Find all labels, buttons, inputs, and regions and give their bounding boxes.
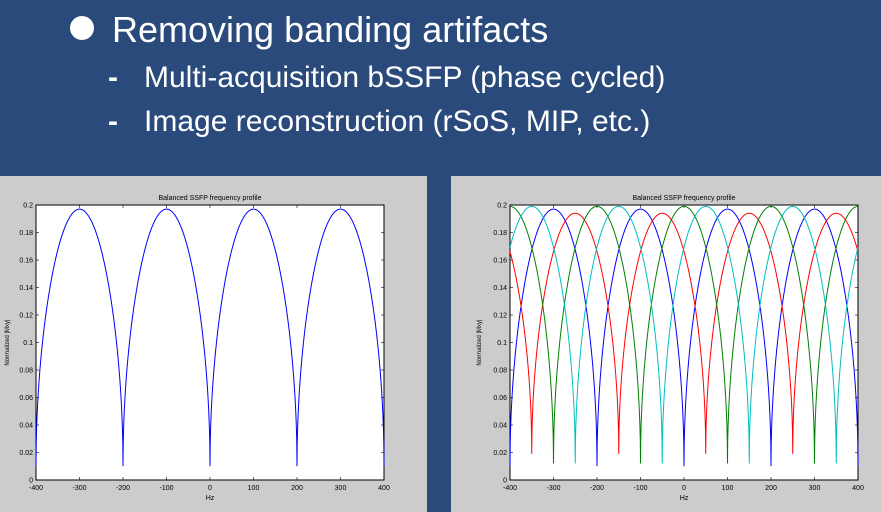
series-line-4 xyxy=(509,205,859,464)
y-tick-label: 0.04 xyxy=(493,423,507,430)
y-tick-label: 0.08 xyxy=(493,368,507,375)
y-tick-label: 0.18 xyxy=(493,230,507,237)
x-tick-label: -400 xyxy=(29,485,43,492)
x-tick-label: 100 xyxy=(248,485,260,492)
sub-bullet-2-text: Image reconstruction (rSoS, MIP, etc.) xyxy=(144,105,651,138)
x-tick-label: 0 xyxy=(208,485,212,492)
y-tick-label: 0.06 xyxy=(19,395,33,402)
x-tick-label: 200 xyxy=(291,485,303,492)
y-axis-label: Normalized |Mxy| xyxy=(477,319,483,366)
x-tick-label: 400 xyxy=(378,485,390,492)
y-tick-label: 0.18 xyxy=(19,230,33,237)
x-tick-label: -300 xyxy=(546,485,560,492)
y-tick-label: 0.14 xyxy=(19,285,33,292)
series-line-1 xyxy=(35,208,385,467)
y-tick-label: 0 xyxy=(29,478,33,485)
x-tick-label: 200 xyxy=(765,485,777,492)
y-tick-label: 0.02 xyxy=(493,450,507,457)
y-tick-label: 0.02 xyxy=(19,450,33,457)
x-tick-label: 100 xyxy=(722,485,734,492)
x-tick-label: -100 xyxy=(159,485,173,492)
y-tick-label: 0.14 xyxy=(493,285,507,292)
y-tick-label: 0.12 xyxy=(19,313,33,320)
x-tick-label: 400 xyxy=(852,485,864,492)
y-tick-label: 0.12 xyxy=(493,313,507,320)
y-tick-label: 0.06 xyxy=(493,395,507,402)
x-tick-label: -200 xyxy=(116,485,130,492)
y-tick-label: 0.16 xyxy=(19,258,33,265)
chart-title: Balanced SSFP frequency profile xyxy=(633,195,736,202)
y-tick-label: 0.1 xyxy=(497,340,507,347)
x-axis-label: Hz xyxy=(206,495,215,502)
y-tick-label: 0.16 xyxy=(493,258,507,265)
bullet-main-text: Removing banding artifacts xyxy=(112,9,549,50)
y-tick-label: 0.2 xyxy=(23,203,33,210)
y-tick-label: 0.04 xyxy=(19,423,33,430)
slide-bullets: Removing banding artifacts - Multi-acqui… xyxy=(0,0,881,175)
chart-single-profile: Balanced SSFP frequency profile -400 -300 -… xyxy=(5,195,390,502)
y-tick-label: 0 xyxy=(503,478,507,485)
y-axis-label: Normalized |Mxy| xyxy=(5,319,11,366)
x-tick-label: -400 xyxy=(503,485,517,492)
y-tick-label: 0.2 xyxy=(497,203,507,210)
series-line-2 xyxy=(509,212,859,454)
y-tick-label: 0.1 xyxy=(23,340,33,347)
x-tick-label: 0 xyxy=(682,485,686,492)
dash-icon: - xyxy=(108,61,118,94)
x-tick-label: -200 xyxy=(590,485,604,492)
series-line-3 xyxy=(510,205,858,464)
y-tick-label: 0.08 xyxy=(19,368,33,375)
x-axis-label: Hz xyxy=(680,495,689,502)
bullet-dot-icon xyxy=(70,16,94,40)
chart-panel-right: Balanced SSFP frequency profile -400 -300 -… xyxy=(451,176,881,512)
x-tick-label: -100 xyxy=(633,485,647,492)
chart-title: Balanced SSFP frequency profile xyxy=(159,195,262,202)
x-tick-label: 300 xyxy=(809,485,821,492)
series-line-1 xyxy=(509,208,859,467)
x-tick-label: 300 xyxy=(335,485,347,492)
sub-bullet-1-text: Multi-acquisition bSSFP (phase cycled) xyxy=(144,61,666,94)
chart-panel-left: Balanced SSFP frequency profile -400 -300 -… xyxy=(0,176,427,512)
chart-phase-cycled-profiles: Balanced SSFP frequency profile -400 -300 -… xyxy=(477,195,864,502)
x-tick-label: -300 xyxy=(72,485,86,492)
dash-icon: - xyxy=(108,105,118,138)
